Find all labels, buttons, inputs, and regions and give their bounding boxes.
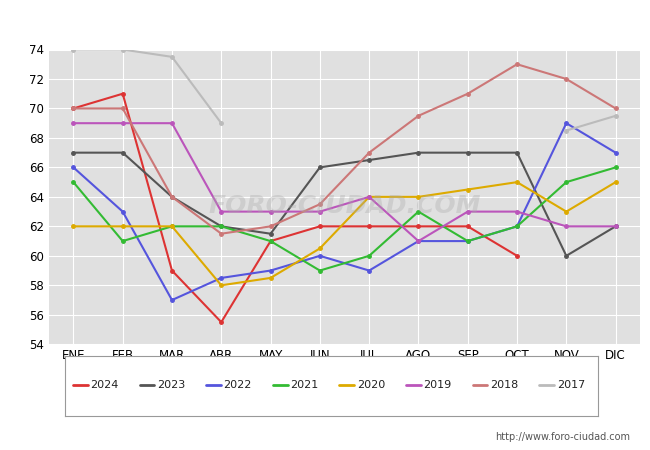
- Text: http://www.foro-ciudad.com: http://www.foro-ciudad.com: [495, 432, 630, 442]
- Text: Afiliados en Tarazona de Guareña a 30/11/2024: Afiliados en Tarazona de Guareña a 30/11…: [135, 16, 515, 31]
- Text: 2023: 2023: [157, 380, 185, 390]
- Text: 2021: 2021: [290, 380, 318, 390]
- Text: 2024: 2024: [90, 380, 119, 390]
- Text: FORO-CIUDAD.COM: FORO-CIUDAD.COM: [208, 194, 481, 218]
- Text: 2017: 2017: [556, 380, 585, 390]
- Text: 2018: 2018: [490, 380, 518, 390]
- Text: 2020: 2020: [357, 380, 385, 390]
- Text: 2019: 2019: [423, 380, 452, 390]
- Text: 2022: 2022: [224, 380, 252, 390]
